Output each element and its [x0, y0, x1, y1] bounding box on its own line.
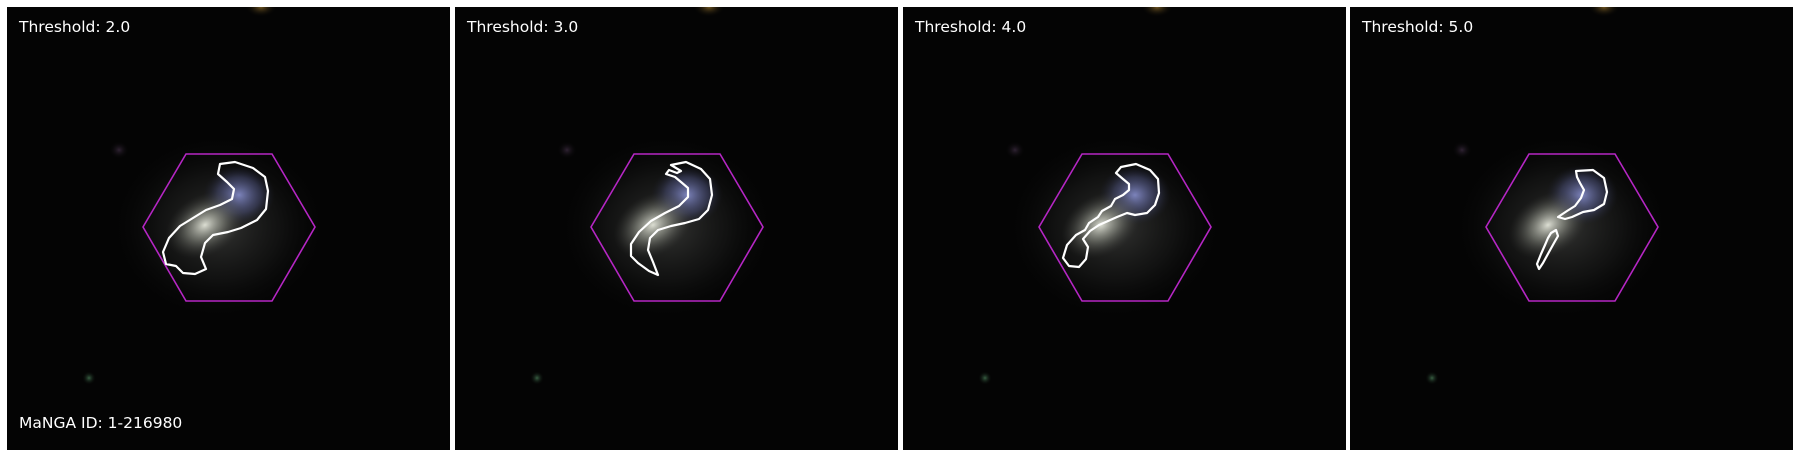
galaxy-cutout-image — [903, 7, 1346, 450]
galaxy-core — [1508, 191, 1588, 259]
background-star — [557, 141, 577, 159]
background-star — [693, 7, 725, 17]
background-star — [1425, 371, 1439, 385]
galaxy-cutout-image — [1350, 7, 1793, 450]
background-star — [1452, 141, 1472, 159]
ifu-hexagon — [1038, 153, 1212, 302]
threshold-contour-upper — [1556, 168, 1609, 221]
galaxy-cutout-image — [7, 7, 450, 450]
ifu-hexagon — [142, 153, 316, 302]
image-panel-threshold-2: Threshold: 2.0 MaNGA ID: 1-216980 — [7, 7, 450, 450]
manga-id-label: MaNGA ID: 1-216980 — [19, 414, 183, 432]
background-star — [1005, 141, 1025, 159]
panel-title: Threshold: 2.0 — [19, 18, 131, 36]
ifu-hexagon — [1485, 153, 1659, 302]
threshold-contour — [161, 160, 270, 276]
background-star — [1141, 7, 1173, 17]
threshold-contour — [1061, 162, 1161, 269]
image-panel-threshold-5: Threshold: 5.0 — [1350, 7, 1793, 450]
background-star — [109, 141, 129, 159]
panel-title: Threshold: 3.0 — [467, 18, 579, 36]
galaxy-core — [165, 191, 245, 259]
background-star — [530, 371, 544, 385]
threshold-contour-lower — [1535, 228, 1560, 271]
threshold-contour — [629, 160, 714, 277]
panel-title: Threshold: 4.0 — [915, 18, 1027, 36]
background-star — [245, 7, 277, 17]
ifu-hexagon — [590, 153, 764, 302]
panel-title: Threshold: 5.0 — [1362, 18, 1474, 36]
background-star — [82, 371, 96, 385]
image-panel-threshold-3: Threshold: 3.0 — [455, 7, 898, 450]
image-panel-threshold-4: Threshold: 4.0 — [903, 7, 1346, 450]
galaxy-cutout-image — [455, 7, 898, 450]
background-star — [978, 371, 992, 385]
background-star — [1588, 7, 1620, 17]
